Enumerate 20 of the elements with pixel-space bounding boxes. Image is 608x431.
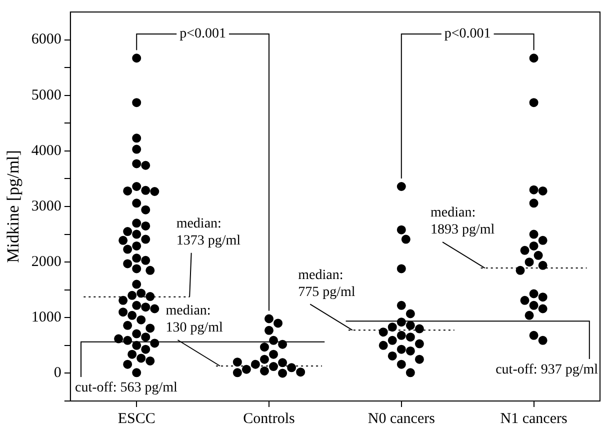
y-tick-label: 4000 (31, 142, 62, 159)
annotation: p<0.001 (444, 26, 491, 42)
x-tick-label: ESCC (118, 410, 156, 427)
y-tick-label: 2000 (31, 254, 62, 270)
x-tick-label: Controls (243, 410, 295, 427)
ref-line-label: median: 775 pg/ml (298, 268, 356, 300)
y-tick-label: 6000 (31, 32, 62, 48)
annotation: p<0.001 (180, 26, 226, 42)
ref-line-label: cut-off: 937 pg/ml (496, 362, 598, 378)
ref-line-label: cut-off: 563 pg/ml (74, 380, 178, 396)
ref-line-label: median: 1373 pg/ml (176, 216, 241, 249)
x-tick-label: N1 cancers (500, 410, 568, 427)
y-axis-title: Midkine [pg/ml] (4, 150, 23, 263)
y-tick-label: 1000 (31, 310, 62, 326)
y-tick-label: 0 (54, 365, 62, 382)
ref-line-label: median: 1893 pg/ml (430, 206, 495, 238)
y-tick-label: 5000 (31, 87, 62, 104)
x-tick-label: N0 cancers (368, 410, 436, 427)
ref-line-label: median: 130 pg/ml (166, 304, 224, 336)
y-tick-label: 3000 (31, 198, 62, 214)
